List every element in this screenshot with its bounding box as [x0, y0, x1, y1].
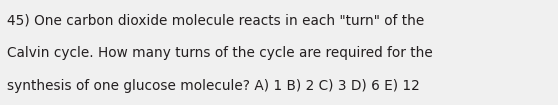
Text: Calvin cycle. How many turns of the cycle are required for the: Calvin cycle. How many turns of the cycl… — [7, 45, 433, 60]
Text: 45) One carbon dioxide molecule reacts in each "turn" of the: 45) One carbon dioxide molecule reacts i… — [7, 14, 425, 28]
Text: synthesis of one glucose molecule? A) 1 B) 2 C) 3 D) 6 E) 12: synthesis of one glucose molecule? A) 1 … — [7, 79, 420, 93]
